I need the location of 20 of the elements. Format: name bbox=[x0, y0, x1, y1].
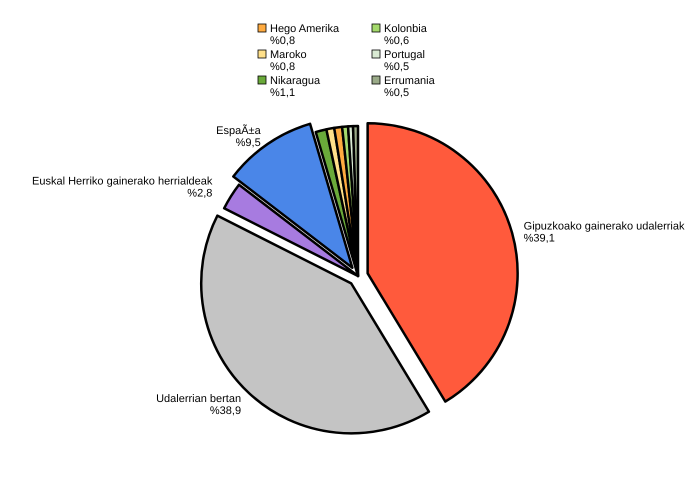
data-label: %0,5 bbox=[384, 87, 410, 99]
legend-label: Nikaragua bbox=[270, 75, 322, 87]
data-label: %2,8 bbox=[187, 187, 212, 200]
legend-label: Errumania bbox=[384, 75, 436, 87]
legend-label: Kolonbia bbox=[384, 23, 428, 35]
data-label: %38,9 bbox=[210, 405, 242, 418]
slice-label: EspaÃ±a bbox=[216, 124, 262, 138]
data-label: %0,6 bbox=[384, 35, 410, 47]
slice-label: Euskal Herriko gainerako herrialdeak bbox=[32, 175, 213, 188]
legend-label: Hego Amerika bbox=[270, 23, 340, 35]
slice-label: Udalerrian bertan bbox=[156, 393, 242, 406]
slice-label: Gipuzkoako gainerako udalerriak bbox=[524, 220, 685, 233]
legend-label: Maroko bbox=[270, 49, 307, 61]
data-label: %1,1 bbox=[270, 87, 296, 99]
legend-label: Portugal bbox=[384, 49, 425, 61]
data-label: %9,5 bbox=[236, 137, 261, 150]
data-label: %0,5 bbox=[384, 61, 410, 73]
data-label: %0,8 bbox=[270, 61, 296, 73]
data-label: %39,1 bbox=[524, 232, 555, 245]
data-label: %0,8 bbox=[270, 35, 296, 47]
